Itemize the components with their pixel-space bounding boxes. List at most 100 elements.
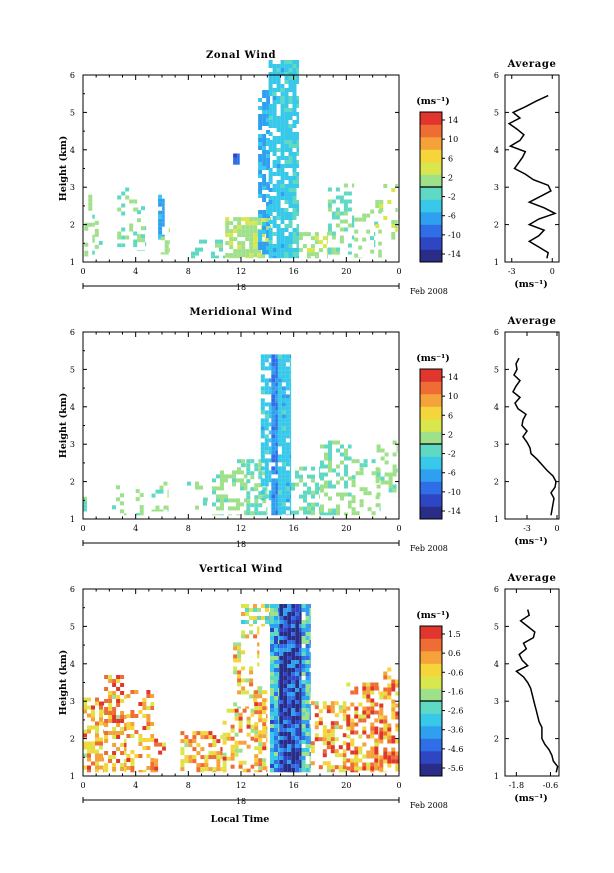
heatmap-cell bbox=[326, 709, 331, 714]
heatmap-cell bbox=[379, 507, 381, 512]
heatmap-cell bbox=[222, 752, 227, 757]
heatmap-cell bbox=[296, 248, 299, 252]
heatmap-cell bbox=[288, 200, 293, 204]
heatmap-cell bbox=[350, 762, 355, 767]
heatmap-cell bbox=[296, 72, 299, 76]
heatmap-cell bbox=[103, 729, 105, 734]
heatmap-cell bbox=[287, 748, 292, 752]
heatmap-cell bbox=[283, 668, 288, 672]
heatmap-cell bbox=[292, 132, 297, 136]
heatmap-cell bbox=[309, 652, 311, 656]
heatmap-cell bbox=[242, 768, 247, 773]
heatmap-cell bbox=[254, 734, 259, 739]
heatmap-cell bbox=[291, 656, 296, 660]
heatmap-cell bbox=[288, 116, 293, 120]
heatmap-cell bbox=[287, 708, 292, 712]
heatmap-cell bbox=[287, 640, 292, 644]
heatmap-cell bbox=[268, 498, 272, 501]
heatmap-cell bbox=[246, 495, 251, 500]
heatmap-cell bbox=[283, 652, 288, 656]
heatmap-cell bbox=[283, 644, 288, 648]
heatmap-cell bbox=[278, 740, 280, 744]
heatmap-cell bbox=[292, 212, 297, 216]
heatmap-cell bbox=[284, 188, 289, 192]
heatmap-cell bbox=[305, 656, 310, 660]
colorbar-segment bbox=[420, 162, 442, 175]
heatmap-cell bbox=[130, 770, 135, 773]
heatmap-cell bbox=[309, 744, 311, 748]
heatmap-cell bbox=[241, 630, 246, 635]
heatmap-cell bbox=[392, 468, 397, 473]
heatmap-cell bbox=[162, 206, 165, 211]
heatmap-cell bbox=[253, 233, 258, 238]
heatmap-cell bbox=[158, 202, 163, 207]
heatmap-cell bbox=[275, 426, 278, 431]
heatmap-cell bbox=[280, 232, 285, 236]
heatmap-cell bbox=[260, 434, 265, 439]
heatmap-cell bbox=[301, 604, 306, 608]
heatmap-cell bbox=[284, 124, 289, 128]
heatmap-cell bbox=[358, 758, 363, 763]
heatmap-cell bbox=[184, 759, 189, 764]
heatmap-cell bbox=[275, 390, 278, 395]
heatmap-cell bbox=[278, 704, 280, 708]
heatmap-cell bbox=[379, 767, 384, 772]
colorbar-tick-label: -14 bbox=[448, 507, 461, 516]
heatmap-cell bbox=[299, 640, 302, 644]
heatmap-cell bbox=[291, 616, 296, 620]
colorbar-tick-label: 10 bbox=[448, 392, 458, 401]
heatmap-cell bbox=[289, 390, 292, 395]
heatmap-cell bbox=[309, 620, 311, 624]
heatmap-cell bbox=[395, 224, 398, 228]
heatmap-cell bbox=[258, 463, 263, 468]
heatmap-cell bbox=[229, 233, 234, 238]
heatmap-cell bbox=[250, 764, 255, 769]
heatmap-cell bbox=[275, 398, 278, 403]
heatmap-cell bbox=[262, 710, 267, 715]
heatmap-cell bbox=[395, 715, 400, 720]
heatmap-cell bbox=[288, 212, 293, 216]
heatmap-cell bbox=[262, 182, 267, 186]
heatmap-cell bbox=[299, 648, 302, 652]
heatmap-cell bbox=[254, 507, 259, 512]
heatmap-cell bbox=[271, 406, 276, 411]
heatmap-cell bbox=[270, 768, 274, 772]
heatmap-cell bbox=[375, 495, 380, 500]
heatmap-cell bbox=[266, 202, 270, 206]
heatmap-cell bbox=[249, 249, 254, 254]
heatmap-cell bbox=[351, 499, 356, 504]
heatmap-cell bbox=[87, 729, 91, 734]
heatmap-cell bbox=[351, 219, 355, 224]
heatmap-cell bbox=[376, 468, 381, 473]
heatmap-cell bbox=[258, 766, 263, 771]
heatmap-cell bbox=[299, 748, 302, 752]
heatmap-cell bbox=[158, 742, 163, 747]
heatmap-cell bbox=[245, 678, 250, 683]
heatmap-cell bbox=[285, 494, 290, 499]
heatmap-cell bbox=[124, 767, 127, 771]
heatmap-cell bbox=[268, 88, 273, 92]
heatmap-cell bbox=[350, 690, 355, 695]
heatmap-cell bbox=[296, 68, 299, 72]
heatmap-cell bbox=[283, 752, 288, 756]
heatmap-cell bbox=[253, 608, 257, 612]
heatmap-cell bbox=[246, 511, 251, 516]
heatmap-cell bbox=[99, 757, 103, 762]
heatmap-cell bbox=[291, 764, 296, 768]
heatmap-cell bbox=[379, 503, 381, 508]
heatmap-cell bbox=[133, 231, 138, 236]
heatmap-cell bbox=[268, 458, 272, 463]
heatmap-cell bbox=[237, 253, 242, 258]
heatmap-cell bbox=[249, 217, 254, 222]
heatmap-cell bbox=[287, 636, 292, 640]
heatmap-cell bbox=[284, 200, 289, 204]
heatmap-cell bbox=[268, 112, 273, 116]
heatmap-cell bbox=[277, 466, 282, 471]
heatmap-cell bbox=[301, 624, 306, 628]
heatmap-cell bbox=[283, 664, 288, 668]
heatmap-cell bbox=[112, 735, 117, 739]
heatmap-cell bbox=[195, 247, 199, 252]
heatmap-cell bbox=[271, 502, 276, 507]
heatmap-cell bbox=[378, 762, 380, 767]
heatmap-cell bbox=[268, 80, 273, 84]
